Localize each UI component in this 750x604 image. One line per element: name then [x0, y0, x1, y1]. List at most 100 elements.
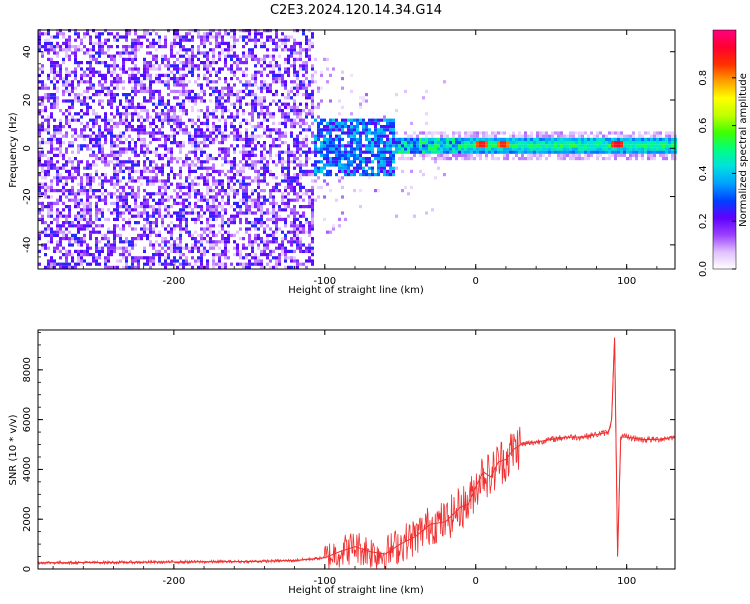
spectrogram-cell [53, 105, 56, 109]
spectrogram-cell [308, 259, 311, 263]
spectrogram-cell [308, 195, 311, 199]
spectrogram-cell [164, 163, 167, 167]
spectrogram-cell [80, 115, 83, 119]
spectrogram-cell [287, 163, 290, 167]
spectrogram-cell [131, 45, 134, 49]
spectrogram-cell [272, 211, 275, 215]
spectrogram-cell [350, 144, 353, 148]
spectrogram-cell [173, 243, 176, 247]
spectrogram-cell [236, 96, 239, 100]
spectrogram-cell [188, 163, 191, 167]
spectrogram-cell [179, 102, 182, 106]
spectrogram-cell [185, 32, 188, 36]
spectrogram-cell [131, 169, 134, 173]
spectrogram-cell [491, 153, 494, 157]
spectrogram-cell [155, 249, 158, 253]
spectrogram-cell [218, 93, 221, 97]
spectrogram-cell [164, 182, 167, 186]
spectrogram-cell [134, 51, 137, 55]
spectrogram-cell [122, 64, 125, 68]
spectrogram-cell [314, 70, 317, 74]
spectrogram-cell [386, 144, 389, 148]
spectrogram-cell [185, 89, 188, 93]
spectrogram-cell [131, 176, 134, 180]
spectrogram-cell [176, 201, 179, 205]
spectrogram-cell [461, 150, 464, 154]
spectrogram-cell [218, 192, 221, 196]
spectrogram-cell [335, 144, 338, 148]
spectrogram-cell [362, 157, 365, 161]
spectrogram-cell [350, 89, 353, 93]
spectrogram-cell [104, 237, 107, 241]
spectrogram-cell [278, 246, 281, 250]
spectrogram-cell [89, 38, 92, 42]
spectrogram-cell [239, 262, 242, 266]
spectrogram-cell [110, 246, 113, 250]
spectrogram-cell [68, 198, 71, 202]
spectrogram-cell [389, 163, 392, 167]
spectrogram-cell [413, 137, 416, 141]
spectrogram-cell [287, 35, 290, 39]
spectrogram-cell [224, 41, 227, 45]
spectrogram-cell [200, 227, 203, 231]
spectrogram-cell [218, 211, 221, 215]
spectrogram-cell [437, 147, 440, 151]
spectrogram-cell [479, 153, 482, 157]
spectrogram-cell [368, 131, 371, 135]
spectrogram-cell [440, 153, 443, 157]
spectrogram-cell [248, 157, 251, 161]
spectrogram-cell [224, 189, 227, 193]
spectrogram-cell [671, 134, 674, 138]
spectrogram-cell [86, 48, 89, 52]
spectrogram-cell [671, 147, 674, 151]
spectrogram-cell [233, 208, 236, 212]
spectrogram-cell [173, 77, 176, 81]
spectrogram-cell [218, 89, 221, 93]
spectrogram-cell [143, 77, 146, 81]
spectrogram-cell [254, 109, 257, 113]
spectrogram-cell [257, 259, 260, 263]
spectrogram-cell [221, 105, 224, 109]
spectrogram-cell [299, 214, 302, 218]
spectrogram-cell [425, 147, 428, 151]
spectrogram-cell [275, 201, 278, 205]
spectrogram-cell [281, 169, 284, 173]
spectrogram-cell [281, 38, 284, 42]
spectrogram-cell [257, 208, 260, 212]
spectrogram-cell [377, 150, 380, 154]
spectrogram-cell [224, 192, 227, 196]
spectrogram-cell [98, 115, 101, 119]
spectrogram-cell [92, 29, 95, 33]
spectrogram-cell [113, 93, 116, 97]
spectrogram-cell [239, 249, 242, 253]
spectrogram-cell [71, 86, 74, 90]
spectrogram-cell [131, 147, 134, 151]
spectrogram-cell [74, 198, 77, 202]
spectrogram-cell [158, 256, 161, 260]
spectrogram-cell [560, 137, 563, 141]
spectrogram-cell [110, 195, 113, 199]
spectrogram-cell [41, 208, 44, 212]
spectrogram-cell [92, 192, 95, 196]
spectrogram-cell [221, 205, 224, 209]
spectrogram-cell [299, 141, 302, 145]
spectrogram-cell [125, 265, 128, 269]
spectrogram-cell [263, 179, 266, 183]
spectrogram-cell [551, 131, 554, 135]
spectrogram-cell [347, 144, 350, 148]
spectrogram-cell [128, 121, 131, 125]
spectrogram-cell [164, 240, 167, 244]
spectrogram-cell [434, 147, 437, 151]
spectrogram-cell [458, 150, 461, 154]
spectrogram-cell [197, 125, 200, 129]
spectrogram-cell [290, 89, 293, 93]
spectrogram-cell [113, 237, 116, 241]
spectrogram-cell [143, 198, 146, 202]
spectrogram-cell [308, 256, 311, 260]
spectrogram-cell [110, 211, 113, 215]
spectrogram-cell [200, 121, 203, 125]
spectrogram-cell [71, 221, 74, 225]
spectrogram-cell [329, 157, 332, 161]
spectrogram-cell [59, 227, 62, 231]
